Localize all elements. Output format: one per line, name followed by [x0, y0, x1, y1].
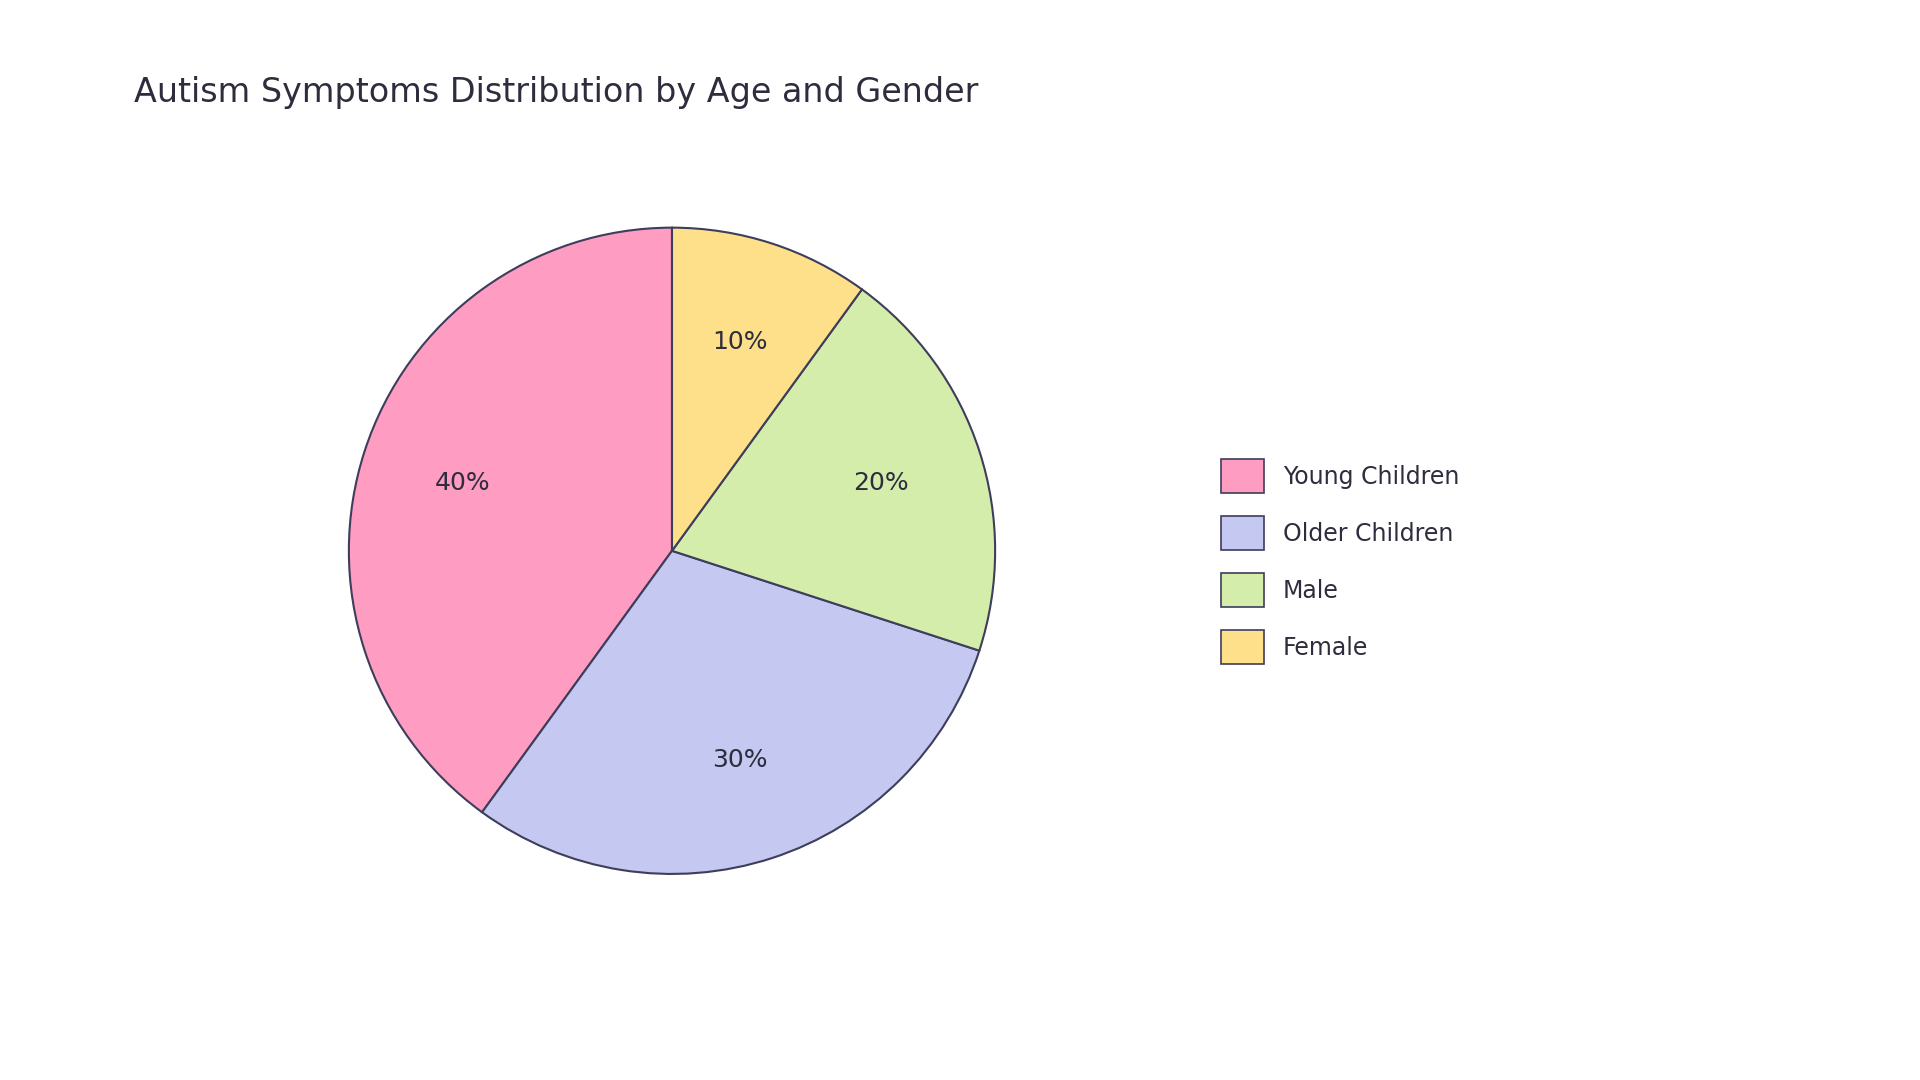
Text: 10%: 10%: [712, 329, 768, 354]
Legend: Young Children, Older Children, Male, Female: Young Children, Older Children, Male, Fe…: [1221, 459, 1459, 664]
Text: 40%: 40%: [436, 471, 492, 495]
Wedge shape: [482, 551, 979, 874]
Text: 20%: 20%: [852, 471, 908, 495]
Wedge shape: [349, 228, 672, 812]
Text: Autism Symptoms Distribution by Age and Gender: Autism Symptoms Distribution by Age and …: [134, 76, 979, 109]
Text: 30%: 30%: [712, 747, 768, 772]
Wedge shape: [672, 228, 862, 551]
Wedge shape: [672, 289, 995, 650]
